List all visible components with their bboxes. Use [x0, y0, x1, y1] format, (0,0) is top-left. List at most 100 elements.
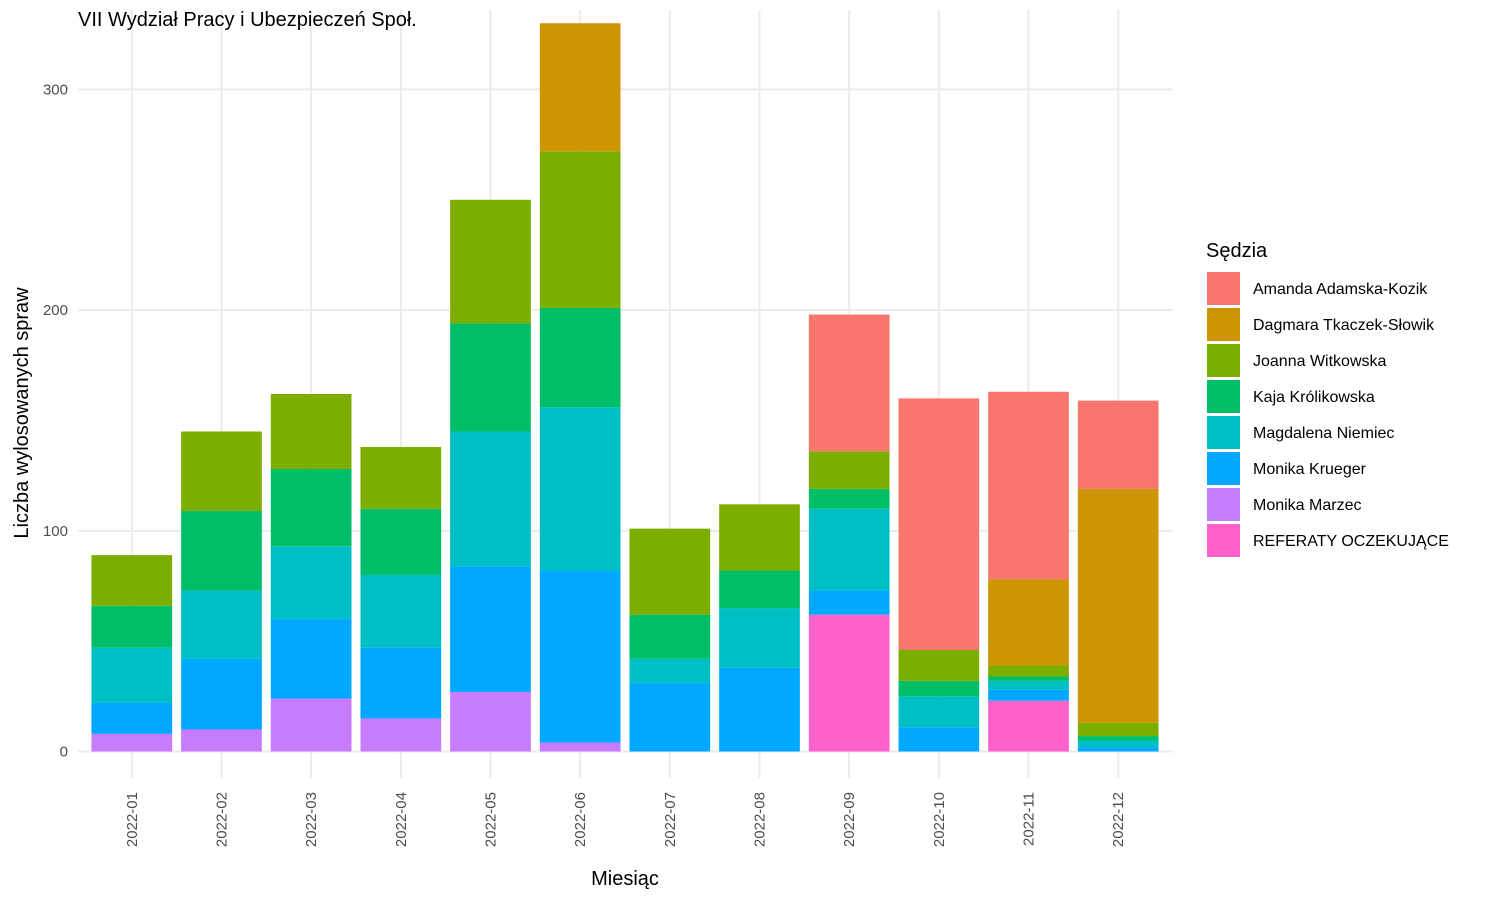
y-axis-title: Liczba wylosowanych spraw: [11, 287, 33, 539]
bar-segment: [360, 574, 442, 648]
legend-label: Dagmara Tkaczek-Słowik: [1253, 317, 1435, 334]
x-tick-label: 2022-11: [1021, 792, 1038, 846]
legend-label: Joanna Witkowska: [1253, 353, 1386, 370]
bar-segment: [360, 508, 442, 575]
bar-segment: [988, 391, 1069, 580]
bar-segment: [181, 431, 262, 511]
bars: [91, 23, 1159, 752]
chart-title: VII Wydział Pracy i Ubezpieczeń Społ.: [78, 9, 417, 31]
legend-label: Monika Marzec: [1253, 497, 1361, 514]
bar-segment: [91, 555, 173, 606]
x-tick-label: 2022-09: [841, 792, 858, 847]
bar-segment: [450, 199, 531, 324]
bar-segment: [1077, 740, 1159, 748]
bar-segment: [1077, 400, 1159, 489]
bar-segment: [808, 508, 890, 591]
bar-segment: [629, 658, 711, 684]
bar-segment: [91, 605, 173, 648]
legend-label: Kaja Królikowska: [1253, 389, 1375, 406]
x-tick-label: 2022-05: [482, 792, 499, 847]
bar-segment: [360, 718, 442, 752]
bar-segment: [181, 658, 262, 730]
bar-segment: [270, 546, 352, 620]
bar-segment: [719, 667, 800, 752]
bar-segment: [808, 614, 890, 752]
x-tick-label: 2022-10: [931, 792, 948, 847]
y-tick-label: 200: [43, 302, 68, 319]
bar-segment: [539, 407, 621, 571]
bar-segment: [719, 570, 800, 609]
x-tick-label: 2022-07: [662, 792, 679, 847]
legend-label: REFERATY OCZEKUJĄCE: [1253, 533, 1449, 550]
bar-segment: [539, 570, 621, 743]
bar-segment: [181, 590, 262, 659]
bar-segment: [91, 733, 173, 752]
bar-segment: [808, 488, 890, 509]
x-tick-label: 2022-06: [572, 792, 589, 847]
bar-segment: [360, 446, 442, 509]
bar-segment: [808, 590, 890, 615]
x-axis-title: Miesiąc: [591, 868, 659, 890]
legend: Sędzia Amanda Adamska-Kozik Dagmara Tkacz…: [1206, 240, 1449, 557]
x-tick-label: 2022-04: [393, 792, 410, 847]
bar-segment: [539, 151, 621, 308]
legend-key: [1207, 272, 1240, 305]
bar-segment: [181, 729, 262, 752]
bar-segment: [719, 504, 800, 571]
bar-segment: [539, 307, 621, 408]
bar-segment: [988, 665, 1069, 677]
bar-segment: [270, 619, 352, 699]
legend-label: Magdalena Niemiec: [1253, 425, 1394, 442]
bar-segment: [629, 614, 711, 659]
bar-segment: [450, 323, 531, 432]
axis-ticks: 0 100 200 300 2022-01 2022-02 2022-03 2022-04 20…: [43, 81, 1127, 847]
bar-segment: [988, 579, 1069, 666]
bar-segment: [91, 702, 173, 734]
x-tick-label: 2022-01: [124, 792, 141, 847]
x-tick-label: 2022-08: [752, 792, 769, 847]
bar-segment: [270, 394, 352, 470]
x-tick-label: 2022-12: [1110, 792, 1127, 847]
bar-segment: [898, 696, 980, 728]
legend-key: [1207, 308, 1240, 341]
legend-label: Monika Krueger: [1253, 461, 1367, 478]
bar-segment: [1077, 747, 1159, 752]
legend-key: [1207, 380, 1240, 413]
bar-segment: [270, 698, 352, 752]
bar-segment: [988, 700, 1069, 752]
bar-segment: [988, 680, 1069, 690]
bar-segment: [450, 691, 531, 752]
bar-segment: [450, 566, 531, 692]
x-tick-label: 2022-02: [213, 792, 230, 847]
bar-segment: [988, 689, 1069, 701]
bar-segment: [808, 451, 890, 489]
bar-segment: [1077, 722, 1159, 737]
legend-key: [1207, 344, 1240, 377]
legend-key: [1207, 416, 1240, 449]
bar-segment: [181, 510, 262, 591]
bar-segment: [1077, 736, 1159, 741]
bar-segment: [898, 650, 980, 681]
bar-segment: [898, 727, 980, 752]
legend-key: [1207, 452, 1240, 485]
y-tick-label: 300: [43, 81, 68, 98]
bar-segment: [808, 314, 890, 452]
legend-key: [1207, 524, 1240, 557]
bar-segment: [898, 398, 980, 650]
bar-segment: [898, 680, 980, 697]
bar-segment: [988, 676, 1069, 681]
legend-key: [1207, 488, 1240, 521]
bar-segment: [91, 647, 173, 703]
bar-segment: [539, 742, 621, 752]
bar-segment: [360, 647, 442, 719]
legend-label: Amanda Adamska-Kozik: [1253, 281, 1428, 298]
bar-segment: [719, 608, 800, 668]
bar-segment: [539, 23, 621, 152]
y-tick-label: 100: [43, 523, 68, 540]
bar-segment: [270, 469, 352, 547]
bar-segment: [629, 528, 711, 615]
bar-segment: [450, 431, 531, 567]
y-tick-label: 0: [60, 744, 68, 761]
legend-title: Sędzia: [1206, 240, 1268, 262]
